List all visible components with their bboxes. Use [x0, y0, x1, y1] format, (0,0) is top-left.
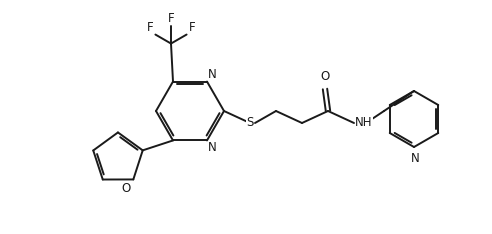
Text: NH: NH [355, 117, 372, 129]
Text: S: S [246, 117, 254, 129]
Text: F: F [188, 21, 195, 33]
Text: F: F [147, 21, 154, 33]
Text: O: O [320, 70, 330, 83]
Text: N: N [208, 68, 217, 80]
Text: O: O [121, 183, 130, 195]
Text: F: F [168, 11, 174, 25]
Text: N: N [411, 152, 419, 165]
Text: N: N [208, 141, 217, 154]
